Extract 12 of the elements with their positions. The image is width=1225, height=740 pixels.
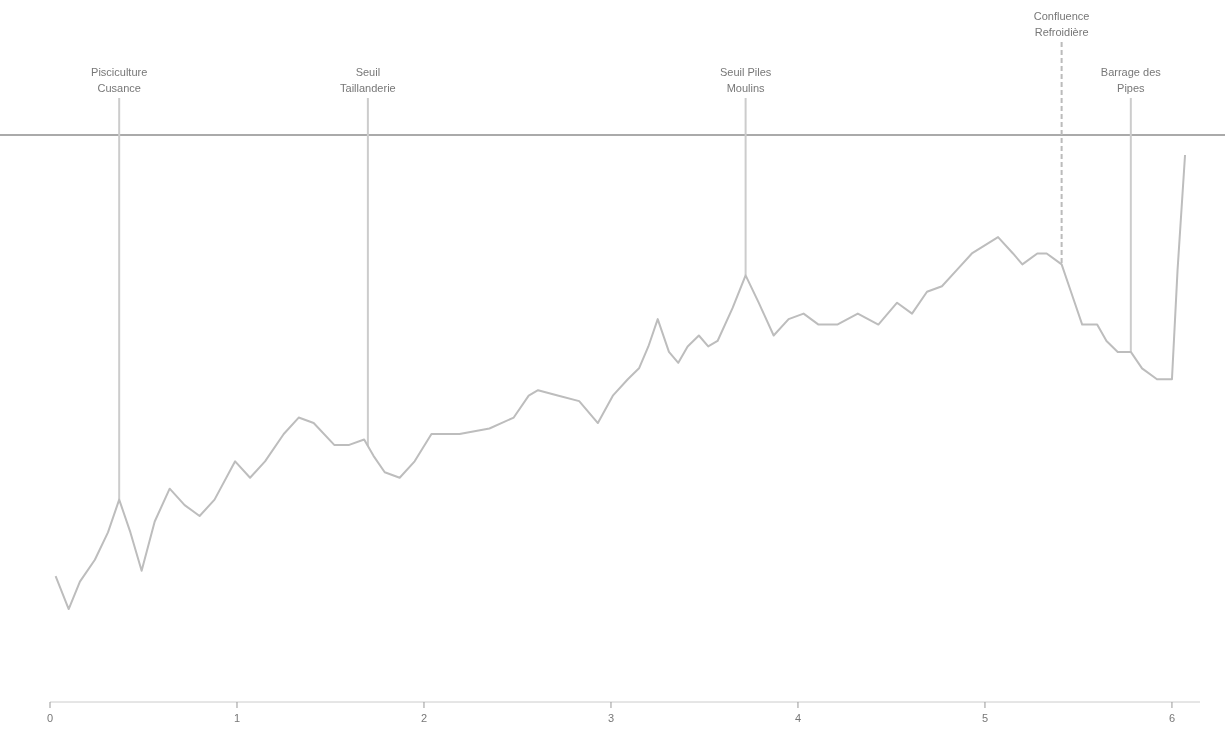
x-tick-label: 0 [46,712,54,724]
ref-line-label: Seuil Taillanderie [340,66,396,94]
x-tick-label: 2 [420,712,428,724]
x-tick-label: 1 [233,712,241,724]
x-tick-label: 3 [607,712,615,724]
ref-line-label: Barrage des Pipes [1100,66,1162,94]
x-tick-label: 6 [1168,712,1176,724]
ref-line-label: Confluence Refroidière [1033,10,1090,38]
ref-line-label: Seuil Piles Moulins [719,66,772,94]
x-tick-label: 5 [981,712,989,724]
x-tick-label: 4 [794,712,802,724]
ref-line-label: Pisciculture Cusance [91,66,148,94]
